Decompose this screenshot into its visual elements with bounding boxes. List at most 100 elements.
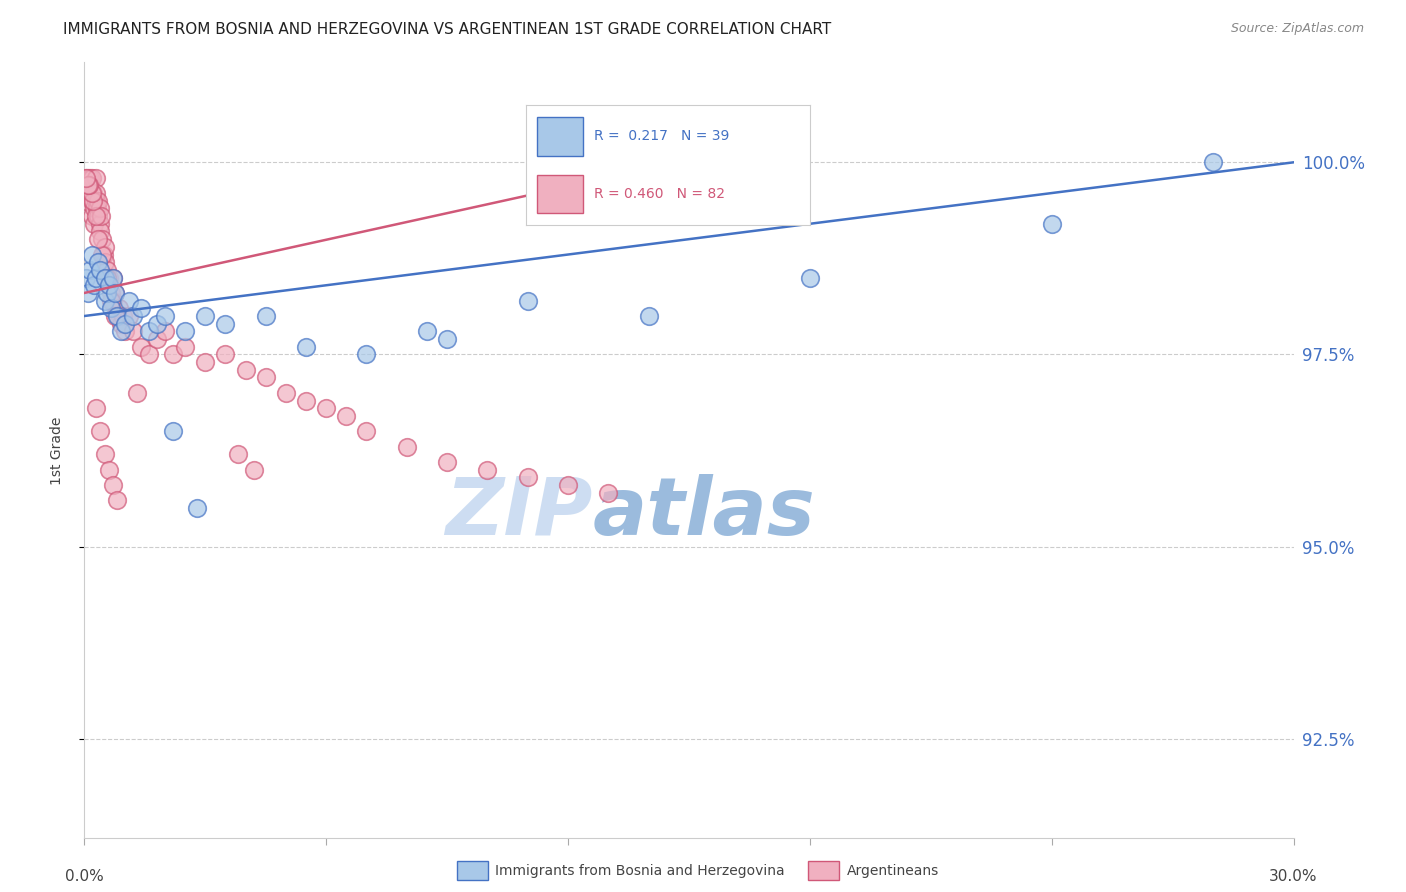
Point bbox=[315, 401, 337, 416]
Point bbox=[174, 324, 197, 338]
Point bbox=[138, 347, 160, 361]
Point bbox=[101, 478, 124, 492]
Point bbox=[356, 347, 378, 361]
Point bbox=[89, 202, 111, 216]
Point bbox=[194, 355, 217, 369]
Point bbox=[75, 170, 97, 185]
Point bbox=[89, 217, 111, 231]
Point bbox=[1040, 217, 1063, 231]
Point bbox=[295, 340, 318, 354]
Point bbox=[82, 194, 104, 208]
Point bbox=[104, 309, 127, 323]
Point bbox=[86, 202, 108, 216]
Point bbox=[356, 424, 378, 438]
Point bbox=[121, 309, 143, 323]
Point bbox=[83, 202, 105, 216]
Point bbox=[91, 247, 114, 261]
Point bbox=[75, 170, 97, 185]
Text: Argentineans: Argentineans bbox=[846, 863, 939, 878]
Point bbox=[104, 285, 127, 300]
Point bbox=[162, 347, 184, 361]
Point bbox=[83, 217, 105, 231]
Point bbox=[105, 309, 128, 323]
Point bbox=[214, 347, 236, 361]
Point bbox=[110, 317, 132, 331]
Point bbox=[93, 447, 115, 461]
Point bbox=[395, 440, 418, 454]
Point bbox=[799, 270, 821, 285]
Point bbox=[254, 370, 277, 384]
Point bbox=[235, 363, 257, 377]
Point bbox=[242, 463, 264, 477]
Point bbox=[174, 340, 197, 354]
Point bbox=[254, 309, 277, 323]
Point bbox=[186, 501, 208, 516]
Point bbox=[114, 317, 136, 331]
Point bbox=[93, 240, 115, 254]
Point bbox=[87, 232, 110, 246]
Point bbox=[87, 255, 110, 269]
Point bbox=[110, 324, 132, 338]
Point bbox=[226, 447, 249, 461]
Point bbox=[94, 255, 117, 269]
Point bbox=[138, 324, 160, 338]
Text: atlas: atlas bbox=[592, 474, 815, 551]
Point bbox=[436, 332, 458, 346]
Point bbox=[77, 186, 100, 200]
Point bbox=[76, 178, 98, 193]
Point bbox=[146, 317, 169, 331]
Point bbox=[104, 285, 127, 300]
Point bbox=[79, 170, 101, 185]
Point bbox=[97, 278, 120, 293]
Point bbox=[416, 324, 439, 338]
Point bbox=[214, 317, 236, 331]
Point bbox=[111, 309, 134, 323]
Point bbox=[86, 186, 108, 200]
Point bbox=[89, 424, 111, 438]
Point bbox=[82, 209, 104, 223]
Point bbox=[83, 278, 105, 293]
Point bbox=[107, 301, 129, 316]
Point bbox=[84, 209, 107, 223]
Point bbox=[335, 409, 357, 423]
Point bbox=[76, 178, 98, 193]
Point bbox=[77, 285, 100, 300]
Point bbox=[77, 170, 100, 185]
Point bbox=[153, 324, 176, 338]
Point bbox=[87, 209, 110, 223]
Point bbox=[295, 393, 318, 408]
Point bbox=[125, 385, 148, 400]
Point bbox=[114, 324, 136, 338]
Point bbox=[84, 194, 107, 208]
Point bbox=[101, 270, 124, 285]
Point bbox=[516, 470, 538, 484]
Point bbox=[79, 263, 101, 277]
Point bbox=[598, 485, 620, 500]
Point bbox=[82, 194, 104, 208]
Point bbox=[80, 186, 103, 200]
Point bbox=[101, 270, 124, 285]
Point bbox=[105, 493, 128, 508]
Point bbox=[105, 309, 128, 323]
Text: Source: ZipAtlas.com: Source: ZipAtlas.com bbox=[1230, 22, 1364, 36]
Point bbox=[557, 478, 579, 492]
Point bbox=[274, 385, 297, 400]
Point bbox=[79, 178, 101, 193]
Point bbox=[146, 332, 169, 346]
Text: 30.0%: 30.0% bbox=[1270, 869, 1317, 884]
Point bbox=[75, 194, 97, 208]
Point bbox=[90, 209, 112, 223]
Text: 0.0%: 0.0% bbox=[65, 869, 104, 884]
Point bbox=[93, 270, 115, 285]
Point bbox=[637, 309, 659, 323]
Point bbox=[516, 293, 538, 308]
Point bbox=[100, 293, 122, 308]
Y-axis label: 1st Grade: 1st Grade bbox=[49, 417, 63, 484]
Point bbox=[77, 178, 100, 193]
Point bbox=[96, 270, 118, 285]
Point bbox=[194, 309, 217, 323]
Point bbox=[118, 309, 141, 323]
Point bbox=[97, 463, 120, 477]
Point bbox=[86, 270, 108, 285]
Point bbox=[98, 278, 121, 293]
